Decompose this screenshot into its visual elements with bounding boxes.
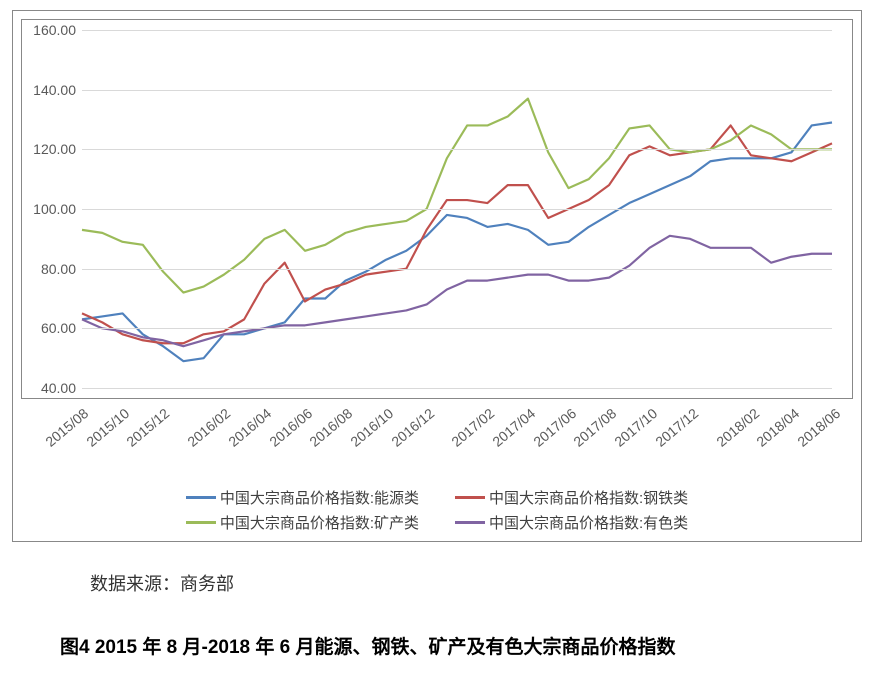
gridline [82, 269, 832, 270]
x-tick-label: 2017/06 [530, 405, 579, 450]
gridline [82, 90, 832, 91]
series-line [82, 122, 832, 361]
y-tick-label: 160.00 [33, 22, 82, 38]
figure-caption: 图4 2015 年 8 月-2018 年 6 月能源、钢铁、矿产及有色大宗商品价… [60, 632, 874, 659]
legend-swatch [186, 496, 216, 499]
plot-area: 40.0060.0080.00100.00120.00140.00160.00 [82, 30, 832, 388]
gridline [82, 149, 832, 150]
x-tick-label: 2017/02 [449, 405, 498, 450]
y-tick-label: 120.00 [33, 141, 82, 157]
legend-swatch [455, 521, 485, 524]
x-tick-label: 2016/02 [184, 405, 233, 450]
y-tick-label: 40.00 [41, 380, 82, 396]
legend-item: 中国大宗商品价格指数:有色类 [455, 512, 688, 533]
legend-label: 中国大宗商品价格指数:矿产类 [220, 512, 419, 533]
x-tick-label: 2015/08 [42, 405, 91, 450]
y-tick-label: 60.00 [41, 320, 82, 336]
data-source: 数据来源：商务部 [90, 570, 874, 596]
series-line [82, 236, 832, 346]
x-tick-label: 2015/10 [83, 405, 132, 450]
y-tick-label: 140.00 [33, 82, 82, 98]
series-line [82, 99, 832, 293]
x-tick-label: 2017/04 [489, 405, 538, 450]
x-tick-label: 2016/08 [306, 405, 355, 450]
legend-swatch [186, 521, 216, 524]
x-tick-label: 2018/06 [794, 405, 843, 450]
y-tick-label: 100.00 [33, 201, 82, 217]
x-tick-label: 2017/10 [611, 405, 660, 450]
legend-label: 中国大宗商品价格指数:钢铁类 [489, 487, 688, 508]
gridline [82, 30, 832, 31]
chart-container: 40.0060.0080.00100.00120.00140.00160.00 … [12, 10, 862, 542]
gridline [82, 328, 832, 329]
series-line [82, 125, 832, 343]
x-tick-label: 2015/12 [124, 405, 173, 450]
legend-swatch [455, 496, 485, 499]
x-tick-label: 2016/12 [388, 405, 437, 450]
x-tick-label: 2016/10 [347, 405, 396, 450]
gridline [82, 209, 832, 210]
legend-item: 中国大宗商品价格指数:能源类 [186, 487, 419, 508]
legend-label: 中国大宗商品价格指数:有色类 [489, 512, 688, 533]
legend-item: 中国大宗商品价格指数:钢铁类 [455, 487, 688, 508]
gridline [82, 388, 832, 389]
legend: 中国大宗商品价格指数:能源类 中国大宗商品价格指数:钢铁类中国大宗商品价格指数:矿… [21, 479, 853, 537]
x-tick-label: 2017/12 [652, 405, 701, 450]
y-tick-label: 80.00 [41, 261, 82, 277]
plot-area-border: 40.00 60.00 80.00 100.00 120.00 140.00 160.00 [21, 19, 853, 399]
legend-label: 中国大宗商品价格指数:能源类 [220, 487, 419, 508]
x-tick-label: 2018/02 [713, 405, 762, 450]
x-tick-label: 2016/04 [225, 405, 274, 450]
x-tick-label: 2017/08 [571, 405, 620, 450]
x-tick-label: 2016/06 [266, 405, 315, 450]
legend-item: 中国大宗商品价格指数:矿产类 [186, 512, 419, 533]
x-axis: 2015/082015/102015/122016/022016/042016/… [81, 399, 833, 479]
x-tick-label: 2018/04 [754, 405, 803, 450]
